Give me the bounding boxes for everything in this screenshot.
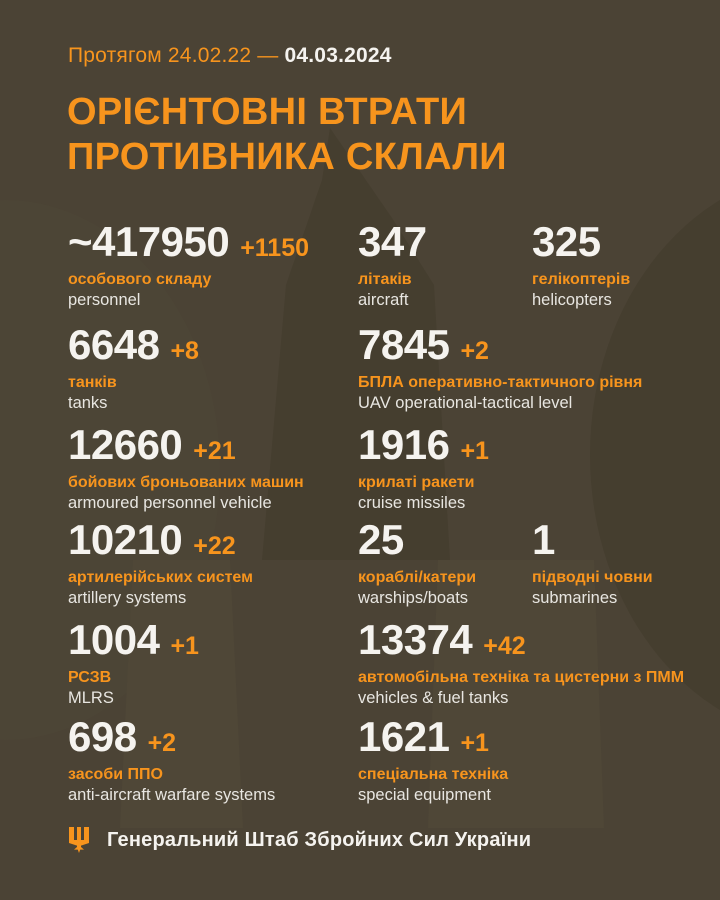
- stat-value: 1916: [358, 421, 450, 468]
- stat-tanks: 6648 +8 танків tanks: [68, 321, 199, 412]
- stat-submarines: 1 підводні човни submarines: [532, 516, 653, 607]
- stat-delta: +1: [460, 437, 489, 465]
- stat-value: 10210: [68, 516, 183, 563]
- stat-armoured-vehicles: 12660 +21 бойових броньованих машин armou…: [68, 421, 304, 512]
- stat-warships: 25 кораблі/катери warships/boats: [358, 516, 477, 607]
- stat-value: 25: [358, 516, 404, 563]
- stat-label-ua: РСЗВ: [68, 669, 112, 687]
- stat-anti-aircraft: 698 +2 засоби ППО anti-aircraft warfare s…: [68, 713, 276, 804]
- stat-label-en: warships/boats: [358, 588, 469, 607]
- title-line1: ОРІЄНТОВНІ ВТРАТИ: [67, 91, 468, 133]
- stat-delta: +1150: [240, 234, 310, 262]
- stat-label-en: aircraft: [358, 290, 409, 309]
- stat-value: 12660: [68, 421, 183, 468]
- stat-delta: +1: [460, 729, 489, 757]
- stat-value: 1004: [68, 616, 160, 663]
- stat-value: 698: [68, 713, 137, 760]
- stat-label-en: cruise missiles: [358, 493, 466, 512]
- stat-delta: +42: [483, 632, 526, 660]
- footer: Генеральний Штаб Збройних Сил України: [68, 826, 531, 854]
- stat-label-ua: літаків: [358, 271, 412, 289]
- stat-label-en: helicopters: [532, 290, 612, 309]
- stat-delta: +2: [460, 337, 489, 365]
- stat-label-ua: кораблі/катери: [358, 569, 477, 587]
- stat-label-ua: автомобільна техніка та цистерни з ПММ: [358, 669, 685, 687]
- stat-label-ua: особового складу: [68, 271, 212, 289]
- report-date: 04.03.2024: [284, 44, 392, 67]
- stat-value: 7845: [358, 321, 450, 368]
- stat-label-en: artillery systems: [68, 588, 187, 607]
- stat-value: ~417950: [68, 218, 230, 265]
- stat-label-en: submarines: [532, 588, 618, 607]
- period-prefix: Протягом 24.02.22 —: [68, 44, 279, 67]
- stat-label-ua: спеціальна техніка: [358, 766, 509, 784]
- trident-icon: [69, 827, 89, 853]
- stat-label-ua: крилаті ракети: [358, 474, 475, 492]
- stat-label-en: armoured personnel vehicle: [68, 493, 272, 512]
- period-line: Протягом 24.02.22 —04.03.2024: [68, 44, 392, 68]
- stat-mlrs: 1004 +1 РСЗВ MLRS: [68, 616, 199, 707]
- stat-label-ua: засоби ППО: [68, 766, 163, 784]
- stat-label-ua: підводні човни: [532, 569, 653, 587]
- stat-helicopters: 325 гелікоптерів helicopters: [532, 218, 631, 309]
- stat-label-en: MLRS: [68, 688, 114, 707]
- stat-label-en: tanks: [68, 393, 108, 412]
- stat-label-en: special equipment: [358, 785, 491, 804]
- stat-value: 1: [532, 516, 555, 563]
- stat-special-equipment: 1621 +1 спеціальна техніка special equipm…: [358, 713, 509, 804]
- stat-label-ua: танків: [68, 374, 117, 392]
- stat-delta: +1: [170, 632, 199, 660]
- stat-value: 325: [532, 218, 601, 265]
- stat-label-ua: артилерійських систем: [68, 569, 253, 587]
- stat-label-en: anti-aircraft warfare systems: [68, 785, 276, 804]
- title-line2: ПРОТИВНИКА СКЛАЛИ: [67, 136, 507, 178]
- stat-label-ua: гелікоптерів: [532, 271, 631, 289]
- stat-delta: +22: [193, 532, 236, 560]
- stat-label-en: vehicles & fuel tanks: [358, 688, 509, 707]
- stat-label-ua: БПЛА оперативно-тактичного рівня: [358, 374, 643, 392]
- stat-label-en: personnel: [68, 290, 141, 309]
- stat-vehicles-fuel-tanks: 13374 +42 автомобільна техніка та цистерн…: [358, 616, 685, 707]
- stat-aircraft: 347 літаків aircraft: [358, 218, 438, 309]
- stat-cruise-missiles: 1916 +1 крилаті ракети cruise missiles: [358, 421, 489, 512]
- page-title: ОРІЄНТОВНІ ВТРАТИ ПРОТИВНИКА СКЛАЛИ: [67, 90, 507, 180]
- stat-value: 1621: [358, 713, 450, 760]
- stat-label-en: UAV operational-tactical level: [358, 393, 573, 412]
- stat-uav: 7845 +2 БПЛА оперативно-тактичного рівня …: [358, 321, 643, 412]
- footer-org-name: Генеральний Штаб Збройних Сил України: [107, 828, 532, 851]
- stat-value: 347: [358, 218, 427, 265]
- stat-delta: +8: [170, 337, 199, 365]
- stat-delta: +21: [193, 437, 236, 465]
- stat-label-ua: бойових броньованих машин: [68, 474, 304, 492]
- stat-delta: +2: [147, 729, 177, 757]
- stat-value: 6648: [68, 321, 160, 368]
- stat-artillery: 10210 +22 артилерійських систем artillery…: [68, 516, 253, 607]
- stat-value: 13374: [358, 616, 473, 663]
- stat-personnel: ~417950 +1150 особового складу personnel: [68, 218, 310, 309]
